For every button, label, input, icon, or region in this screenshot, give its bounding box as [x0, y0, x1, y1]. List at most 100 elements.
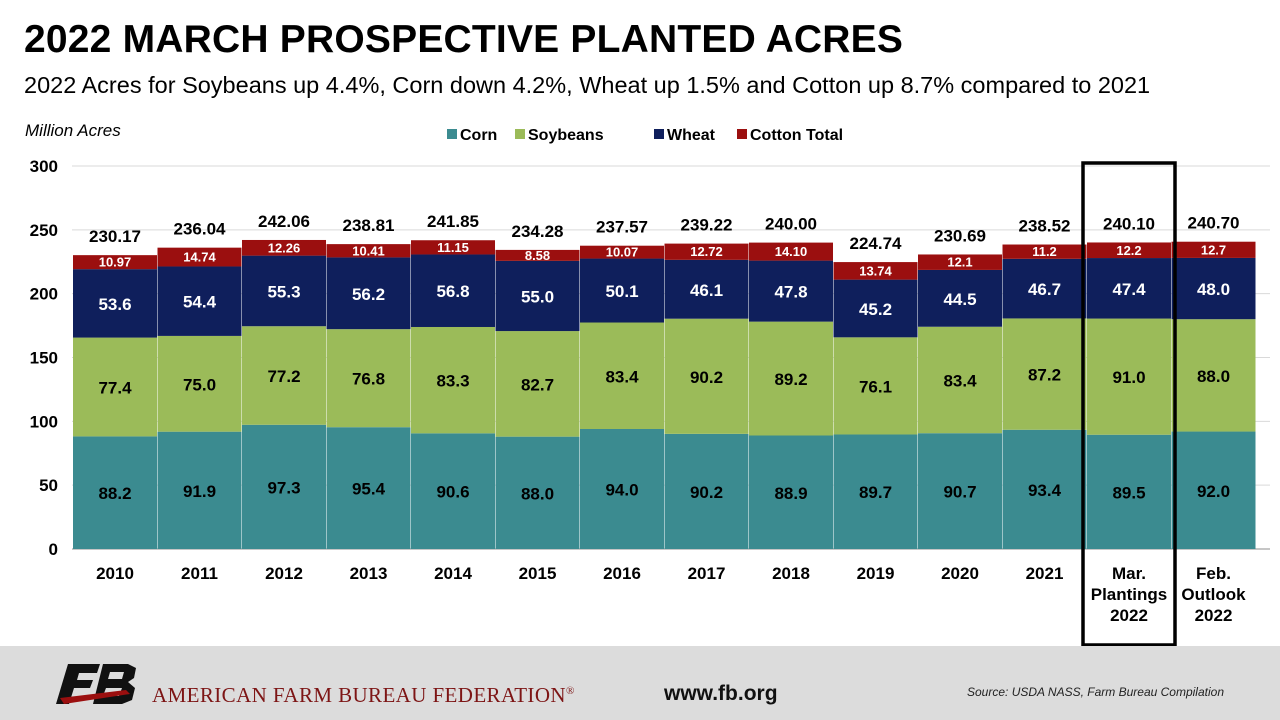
highlight-box	[1081, 161, 1177, 646]
legend-swatch	[654, 129, 664, 139]
bar-segment	[326, 257, 411, 330]
bar-segment	[580, 322, 664, 429]
segment-label: 89.5	[1112, 483, 1145, 502]
total-label: 236.04	[174, 220, 227, 239]
segment-label: 12.26	[268, 240, 301, 255]
bar-segment	[495, 260, 580, 332]
legend-entry: Total	[806, 127, 843, 144]
segment-label: 56.8	[436, 282, 469, 301]
total-labels: 230.17 236.04 242.06 238.81 241.85 234.28 237.…	[89, 212, 1240, 253]
segment-label: 88.2	[98, 484, 131, 503]
segment-label: 44.5	[943, 290, 976, 309]
page-subtitle: 2022 Acres for Soybeans up 4.4%, Corn do…	[24, 72, 1151, 98]
x-tick-label: 2022	[1110, 606, 1148, 625]
bar-segment	[326, 244, 411, 258]
bar-segment	[157, 247, 242, 267]
total-label: 238.81	[343, 216, 395, 235]
legend-swatch	[447, 129, 457, 139]
bar-segment	[73, 337, 157, 437]
y-tick-label: 50	[39, 476, 58, 495]
segment-label: 93.4	[1028, 481, 1062, 500]
x-tick-label: 2015	[519, 564, 557, 583]
segment-label: 48.0	[1197, 280, 1230, 299]
x-tick-label: 2018	[772, 564, 810, 583]
bar-segment	[833, 434, 918, 549]
segment-label: 8.58	[525, 248, 550, 263]
bars	[73, 239, 1256, 549]
y-axis-ticks: 0 50 100 150 200 250 300	[30, 157, 58, 559]
x-tick-label: Mar.	[1112, 564, 1146, 583]
bar-segment	[833, 337, 918, 435]
x-tick-label: 2017	[688, 564, 726, 583]
segment-label: 83.3	[436, 372, 469, 391]
bar-segment	[1087, 258, 1171, 319]
total-label: 240.10	[1103, 214, 1155, 233]
segment-label: 12.72	[690, 244, 723, 259]
x-tick-label: 2020	[941, 564, 979, 583]
bar-segment	[1002, 258, 1087, 319]
bar-segment	[242, 255, 326, 327]
segment-label: 92.0	[1197, 482, 1230, 501]
segment-label: 94.0	[605, 480, 638, 499]
footer: AMERICAN FARM BUREAU FEDERATION® www.fb.…	[0, 646, 1280, 720]
bar-segment	[749, 435, 833, 549]
segment-label: 75.0	[183, 375, 216, 394]
bar-segment	[411, 240, 495, 255]
segment-label: 11.15	[437, 240, 469, 255]
segment-label: 46.7	[1028, 280, 1061, 299]
segment-label: 11.2	[1032, 244, 1057, 259]
bar-segment	[1171, 241, 1256, 258]
bar-segment	[1171, 257, 1256, 320]
segment-label: 55.3	[267, 282, 300, 301]
bar-segment	[1171, 431, 1256, 549]
segment-label: 90.2	[690, 483, 723, 502]
page-title: 2022 MARCH PROSPECTIVE PLANTED ACRES	[24, 18, 904, 61]
total-label: 240.00	[765, 215, 817, 234]
segment-label: 47.8	[774, 283, 807, 302]
segment-label: 90.7	[943, 483, 976, 502]
segment-label: 76.1	[859, 377, 892, 396]
segment-label: 83.4	[943, 371, 977, 390]
segment-label: 95.4	[352, 480, 386, 499]
bar-segment	[749, 242, 833, 261]
x-tick-label: 2016	[603, 564, 641, 583]
segment-label: 88.0	[521, 484, 554, 503]
y-tick-label: 300	[30, 157, 58, 176]
segment-label: 45.2	[859, 300, 892, 319]
organization-name: AMERICAN FARM BUREAU FEDERATION®	[152, 683, 575, 708]
bar-segment	[918, 326, 1002, 434]
bar-segment	[242, 424, 326, 549]
x-tick-label: 2010	[96, 564, 134, 583]
total-label: 242.06	[258, 212, 310, 231]
segment-labels: 88.2 77.4 53.6 10.97 91.9 75.0 54.4 14.74 97.3 77…	[98, 240, 1230, 503]
y-tick-label: 200	[30, 285, 58, 304]
segment-label: 14.74	[183, 250, 216, 265]
segment-label: 83.4	[605, 367, 639, 386]
total-label: 239.22	[681, 216, 733, 235]
bar-segment	[833, 279, 918, 338]
bar-segment	[157, 335, 242, 432]
bar-segment	[749, 260, 833, 322]
bar-segment	[1087, 318, 1171, 435]
y-tick-label: 150	[30, 349, 58, 368]
bar-segment	[749, 321, 833, 436]
total-label: 240.70	[1188, 214, 1240, 233]
segment-label: 82.7	[521, 375, 554, 394]
farm-bureau-logo-icon	[56, 664, 136, 704]
bar-segment	[664, 433, 749, 549]
x-axis-labels: 2010 2011 2012 2013 2014 2015 2016 2017 2018 2019…	[96, 564, 1246, 625]
segment-label: 10.97	[99, 255, 132, 270]
website-url[interactable]: www.fb.org	[664, 682, 778, 705]
total-label: 238.52	[1019, 217, 1071, 236]
x-tick-label: 2019	[857, 564, 895, 583]
bar-segment	[580, 428, 664, 549]
bar-segment	[833, 262, 918, 280]
y-tick-label: 100	[30, 412, 58, 431]
registered-mark: ®	[565, 685, 575, 697]
bar-segment	[157, 431, 242, 549]
x-tick-label: 2012	[265, 564, 303, 583]
bar-segment	[242, 326, 326, 425]
bar-segment	[73, 269, 157, 338]
bar-segment	[918, 269, 1002, 327]
bar-segment	[1087, 434, 1171, 549]
